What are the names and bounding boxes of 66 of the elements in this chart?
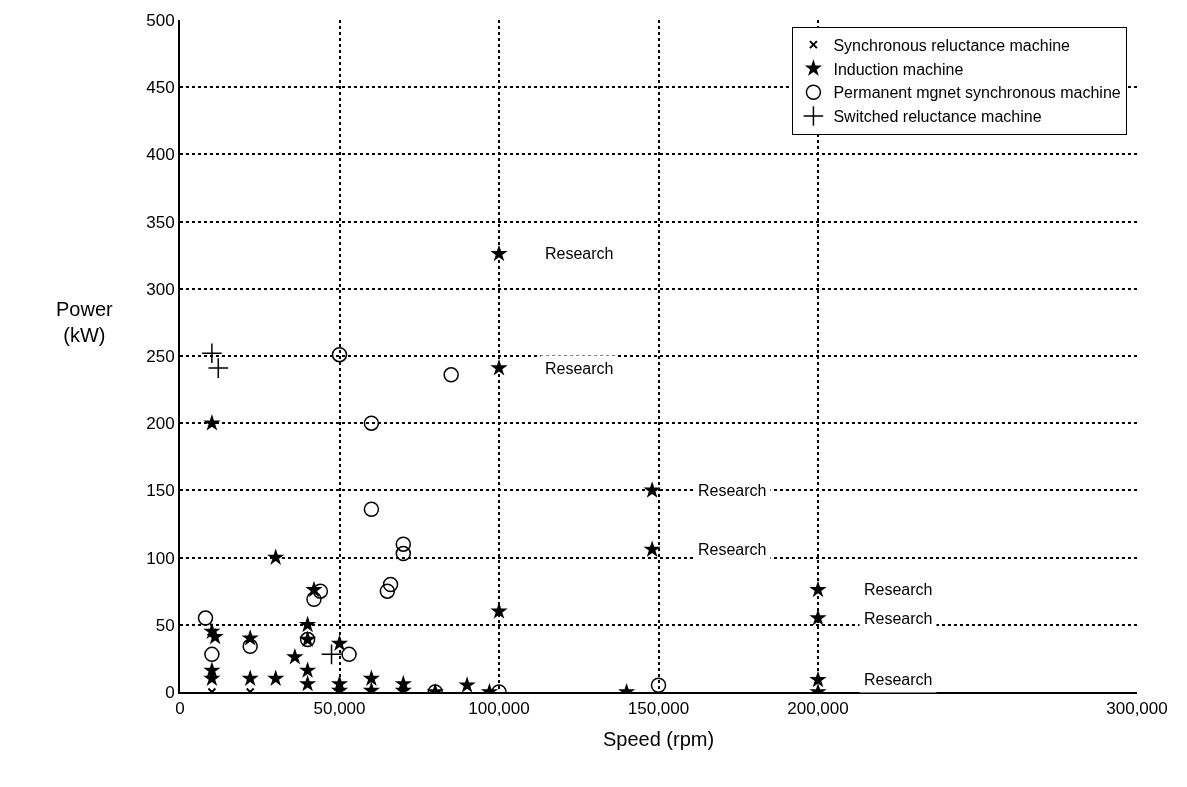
- legend-label: Permanent mgnet synchronous machine: [833, 84, 1121, 102]
- point: [382, 576, 399, 593]
- y-tick-label: 150: [146, 481, 175, 501]
- legend-label: Switched reluctance machine: [833, 108, 1042, 126]
- point: [341, 646, 357, 663]
- x-tick-label: 200,000: [787, 699, 849, 719]
- point: [362, 669, 381, 686]
- point: [242, 638, 258, 655]
- point: [203, 414, 221, 431]
- point: [267, 548, 285, 565]
- y-tick-label: 300: [146, 279, 175, 299]
- x-tick-label: 100,000: [468, 699, 530, 719]
- y-tick-label: 350: [146, 212, 175, 232]
- point: [286, 647, 304, 665]
- y-axis-title: Power (kW): [56, 298, 114, 346]
- legend-label: Synchronous reluctance machine: [833, 36, 1071, 54]
- x-tick-label: 300,000: [1106, 699, 1168, 719]
- point: [197, 610, 214, 626]
- y-tick-label: 250: [146, 346, 175, 366]
- point: [241, 669, 259, 686]
- annotation: Research: [864, 610, 933, 627]
- annotation: Research: [698, 541, 767, 558]
- point: [395, 545, 412, 562]
- y-tick-label: 500: [146, 10, 175, 30]
- point: [298, 615, 317, 633]
- point: [650, 677, 667, 692]
- point: [363, 501, 380, 517]
- point: [320, 643, 343, 665]
- annotation: Research: [864, 581, 933, 598]
- point: [312, 583, 329, 599]
- point: [443, 367, 459, 383]
- point: [298, 674, 317, 692]
- y-tick-label: 200: [146, 414, 175, 434]
- annotation: Research: [545, 245, 614, 262]
- annotation: Research: [864, 671, 933, 688]
- point: [363, 415, 380, 431]
- annotation: Research: [698, 482, 767, 499]
- point: [201, 342, 223, 364]
- point: [207, 357, 229, 379]
- y-tick-label: 100: [146, 548, 175, 568]
- y-tick-label: 0: [165, 682, 175, 702]
- point: [395, 536, 412, 552]
- x-tick-label: 50,000: [313, 699, 366, 719]
- x-axis-title: Speed (rpm): [602, 728, 715, 751]
- point: [643, 481, 661, 498]
- point: [206, 627, 224, 645]
- y-tick-label: 450: [146, 78, 175, 98]
- point: [204, 646, 220, 663]
- point: [809, 580, 827, 598]
- point: [267, 669, 285, 686]
- point: [330, 634, 349, 651]
- point: [490, 359, 508, 376]
- y-tick-label: 400: [146, 145, 175, 165]
- legend-label: Induction machine: [833, 60, 964, 78]
- point: [241, 629, 259, 646]
- point: [458, 676, 476, 692]
- annotation: Research: [545, 360, 614, 377]
- point: [490, 244, 508, 262]
- point: [331, 346, 348, 363]
- point: [643, 540, 661, 557]
- point: [809, 670, 827, 688]
- point: [298, 661, 317, 678]
- point: [306, 591, 322, 607]
- point: [379, 583, 396, 599]
- x-tick-label: 150,000: [627, 699, 690, 719]
- y-tick-label: 50: [155, 615, 175, 635]
